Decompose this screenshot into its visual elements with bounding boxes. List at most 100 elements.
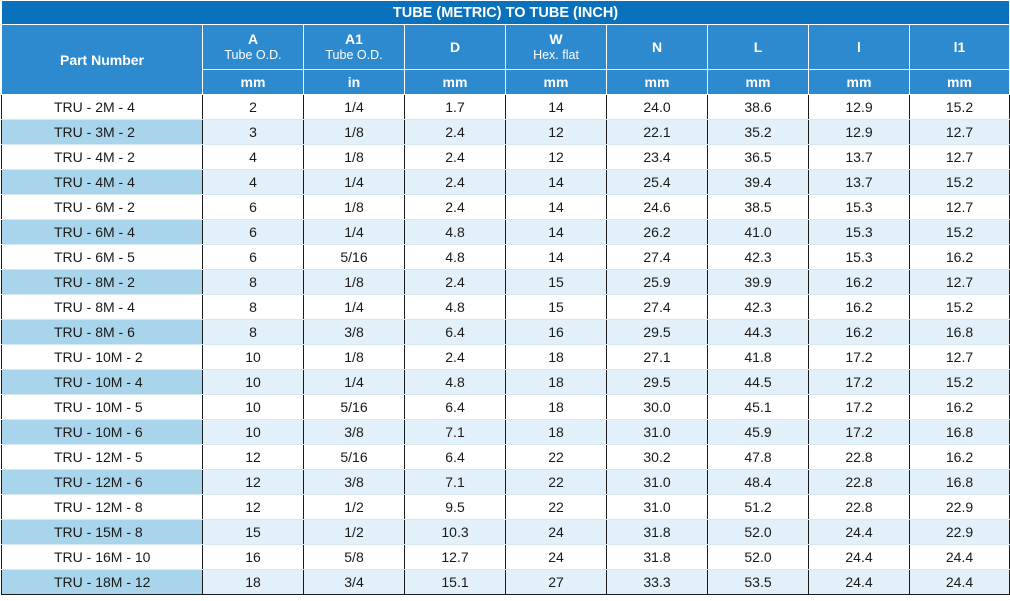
a-cell: 12 [202,444,304,470]
n-cell: 27.4 [606,244,708,270]
header-label: N [651,39,663,55]
header-label: l [857,39,861,55]
l-small-cell: 16.2 [808,294,910,320]
a1-cell: 1/4 [303,94,405,120]
table-row: TRU - 4M - 2 4 1/8 2.4 12 23.4 36.5 13.7 12.7 [1,144,1010,170]
a1-cell: 1/2 [303,519,405,545]
header-l-small: l [808,24,910,70]
w-cell: 24 [505,544,607,570]
header-label: Part Number [59,51,145,68]
a-cell: 10 [202,419,304,445]
header-sublabel: Tube O.D. [224,48,282,62]
w-cell: 12 [505,119,607,145]
table-row: TRU - 12M - 5 12 5/16 6.4 22 30.2 47.8 22.8 16.2 [1,444,1010,470]
a-cell: 3 [202,119,304,145]
d-cell: 4.8 [404,244,506,270]
n-cell: 22.1 [606,119,708,145]
part-number-cell: TRU - 4M - 2 [1,144,203,170]
l-small-cell: 24.4 [808,569,910,595]
a-cell: 10 [202,344,304,370]
a1-cell: 3/8 [303,469,405,495]
l1-cell: 24.4 [908,544,1010,570]
l-small-cell: 16.2 [808,269,910,295]
n-cell: 31.8 [606,519,708,545]
header-a: A Tube O.D. [202,24,304,70]
l1-cell: 16.2 [908,244,1010,270]
w-cell: 22 [505,494,607,520]
part-number-cell: TRU - 12M - 5 [1,444,203,470]
a1-cell: 5/16 [303,444,405,470]
header-sublabel: Hex. flat [533,48,579,62]
n-cell: 31.8 [606,544,708,570]
part-number-cell: TRU - 12M - 8 [1,494,203,520]
a-cell: 10 [202,369,304,395]
n-cell: 29.5 [606,369,708,395]
l1-cell: 15.2 [908,369,1010,395]
header-label: A1 [345,31,363,47]
a-cell: 4 [202,169,304,195]
unit-d: mm [404,69,506,95]
a-cell: 8 [202,294,304,320]
l-small-cell: 15.3 [808,244,910,270]
d-cell: 4.8 [404,369,506,395]
table-row: TRU - 10M - 6 10 3/8 7.1 18 31.0 45.9 17.2 16.8 [1,419,1010,445]
l-small-cell: 22.8 [808,469,910,495]
table-row: TRU - 16M - 10 16 5/8 12.7 24 31.8 52.0 24.4 24.… [1,544,1010,570]
w-cell: 18 [505,419,607,445]
table-row: TRU - 6M - 2 6 1/8 2.4 14 24.6 38.5 15.3 12.7 [1,194,1010,220]
part-number-cell: TRU - 10M - 5 [1,394,203,420]
w-cell: 12 [505,144,607,170]
l1-cell: 15.2 [908,294,1010,320]
table-row: TRU - 6M - 4 6 1/4 4.8 14 26.2 41.0 15.3 15.2 [1,219,1010,245]
header-label: D [449,39,461,55]
l1-cell: 12.7 [908,194,1010,220]
table-row: TRU - 8M - 2 8 1/8 2.4 15 25.9 39.9 16.2 12.7 [1,269,1010,295]
unit-l-small: mm [808,69,910,95]
part-number-cell: TRU - 6M - 5 [1,244,203,270]
l-cell: 41.0 [707,219,809,245]
w-cell: 22 [505,469,607,495]
d-cell: 7.1 [404,469,506,495]
d-cell: 15.1 [404,569,506,595]
header-a1: A1 Tube O.D. [303,24,405,70]
n-cell: 33.3 [606,569,708,595]
header-label: A [247,31,259,47]
a-cell: 18 [202,569,304,595]
part-number-cell: TRU - 16M - 10 [1,544,203,570]
n-cell: 24.6 [606,194,708,220]
l1-cell: 15.2 [908,219,1010,245]
w-cell: 14 [505,194,607,220]
l-cell: 53.5 [707,569,809,595]
l1-cell: 16.8 [908,419,1010,445]
l-cell: 42.3 [707,244,809,270]
w-cell: 15 [505,269,607,295]
l1-cell: 15.2 [908,169,1010,195]
a-cell: 6 [202,194,304,220]
n-cell: 29.5 [606,319,708,345]
l-cell: 48.4 [707,469,809,495]
l-cell: 45.9 [707,419,809,445]
w-cell: 14 [505,169,607,195]
l1-cell: 16.8 [908,319,1010,345]
l1-cell: 12.7 [908,119,1010,145]
unit-w: mm [505,69,607,95]
part-number-cell: TRU - 8M - 2 [1,269,203,295]
table-body: TRU - 2M - 4 2 1/4 1.7 14 24.0 38.6 12.9 15.2 TRU… [1,94,1010,595]
unit-l: mm [707,69,809,95]
l-cell: 44.3 [707,319,809,345]
n-cell: 30.2 [606,444,708,470]
header-sublabel: Tube O.D. [325,48,383,62]
unit-l1: mm [908,69,1010,95]
table-row: TRU - 10M - 4 10 1/4 4.8 18 29.5 44.5 17.2 15.2 [1,369,1010,395]
table-row: TRU - 10M - 5 10 5/16 6.4 18 30.0 45.1 17.2 16.2 [1,394,1010,420]
l-cell: 52.0 [707,519,809,545]
l-cell: 39.9 [707,269,809,295]
table-row: TRU - 12M - 6 12 3/8 7.1 22 31.0 48.4 22.8 16.8 [1,469,1010,495]
d-cell: 6.4 [404,394,506,420]
l1-cell: 12.7 [908,269,1010,295]
l1-cell: 12.7 [908,144,1010,170]
w-cell: 14 [505,244,607,270]
l-small-cell: 15.3 [808,219,910,245]
l1-cell: 16.2 [908,394,1010,420]
